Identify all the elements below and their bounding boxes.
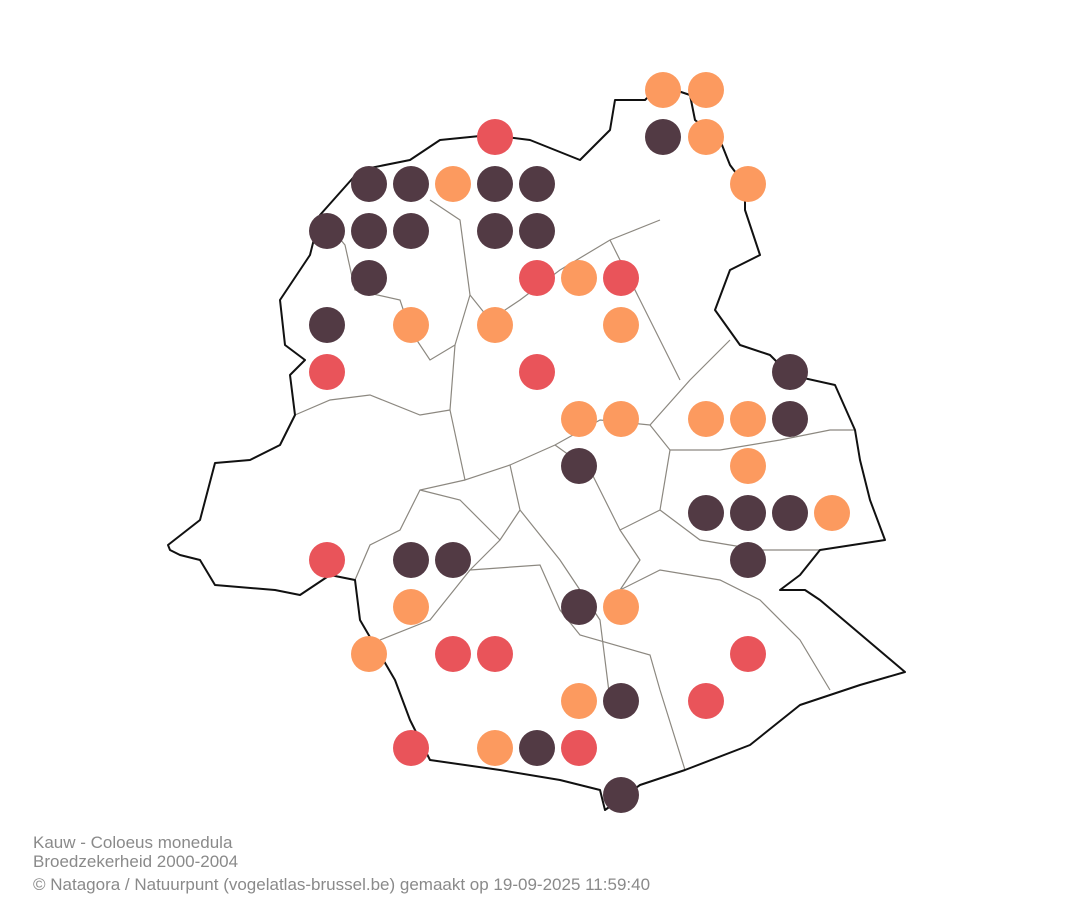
observation-dot <box>730 401 766 437</box>
observation-dot <box>393 213 429 249</box>
border <box>659 509 820 551</box>
observation-dot <box>561 589 597 625</box>
observation-dot <box>603 260 639 296</box>
observation-dot <box>309 307 345 343</box>
observation-dot <box>603 307 639 343</box>
observation-dot <box>561 260 597 296</box>
observation-dot <box>519 730 555 766</box>
observation-dot <box>435 542 471 578</box>
observation-dot <box>477 730 513 766</box>
observation-dot <box>519 213 555 249</box>
observation-dot <box>477 213 513 249</box>
observation-dot <box>393 589 429 625</box>
border <box>468 464 686 771</box>
observation-dot <box>435 636 471 672</box>
observation-dot <box>561 448 597 484</box>
observation-dot <box>730 636 766 672</box>
border <box>419 489 501 541</box>
observation-dots <box>309 72 850 813</box>
observation-dot <box>309 213 345 249</box>
observation-dot <box>561 730 597 766</box>
observation-dot <box>519 166 555 202</box>
observation-dot <box>772 354 808 390</box>
observation-dot <box>603 683 639 719</box>
border <box>379 569 471 641</box>
observation-dot <box>351 636 387 672</box>
observation-dot <box>772 401 808 437</box>
observation-dot <box>730 495 766 531</box>
observation-dot <box>519 354 555 390</box>
observation-dot <box>309 542 345 578</box>
observation-dot <box>393 730 429 766</box>
observation-dot <box>772 495 808 531</box>
observation-dot <box>603 589 639 625</box>
observation-dot <box>477 119 513 155</box>
observation-dot <box>730 542 766 578</box>
border <box>354 479 466 581</box>
observation-dot <box>645 72 681 108</box>
border <box>670 429 855 451</box>
observation-dot <box>730 448 766 484</box>
observation-dot <box>351 213 387 249</box>
observation-dot <box>688 495 724 531</box>
observation-dot <box>477 307 513 343</box>
observation-dot <box>688 119 724 155</box>
observation-dot <box>561 683 597 719</box>
observation-dot <box>688 72 724 108</box>
observation-dot <box>561 401 597 437</box>
observation-dot <box>814 495 850 531</box>
border <box>294 394 451 416</box>
map-subtitle: Broedzekerheid 2000-2004 <box>33 852 238 871</box>
observation-dot <box>435 166 471 202</box>
observation-dot <box>393 307 429 343</box>
credit: © Natagora / Natuurpunt (vogelatlas-brus… <box>33 875 650 894</box>
observation-dot <box>477 166 513 202</box>
observation-dot <box>603 401 639 437</box>
observation-dot <box>393 542 429 578</box>
map-title: Kauw - Coloeus monedula <box>33 833 233 852</box>
border <box>319 199 471 361</box>
observation-dot <box>519 260 555 296</box>
observation-dot <box>688 401 724 437</box>
observation-dot <box>309 354 345 390</box>
observation-dot <box>393 166 429 202</box>
observation-dot <box>603 777 639 813</box>
observation-dot <box>688 683 724 719</box>
observation-dot <box>645 119 681 155</box>
commune-borders <box>294 199 855 771</box>
observation-dot <box>730 166 766 202</box>
observation-dot <box>477 636 513 672</box>
border <box>618 529 831 691</box>
observation-dot <box>351 166 387 202</box>
border <box>609 239 681 381</box>
observation-dot <box>351 260 387 296</box>
